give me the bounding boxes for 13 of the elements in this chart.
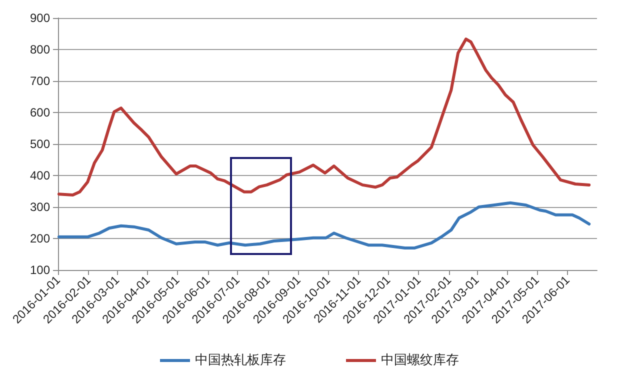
- y-tick-label: 900: [30, 11, 50, 25]
- line-series: [57, 201, 591, 250]
- y-tick-label: 100: [30, 263, 50, 277]
- line-series: [57, 38, 591, 197]
- y-tick-label: 400: [30, 168, 50, 182]
- y-tick-label: 300: [30, 200, 50, 214]
- y-tick-label: 800: [30, 42, 50, 56]
- y-tick-label: 500: [30, 137, 50, 151]
- legend-label: 中国螺纹库存: [381, 353, 459, 368]
- y-tick-label: 600: [30, 106, 50, 120]
- legend-label: 中国热轧板库存: [195, 353, 286, 368]
- y-tick-label: 700: [30, 74, 50, 88]
- y-tick-label: 200: [30, 232, 50, 246]
